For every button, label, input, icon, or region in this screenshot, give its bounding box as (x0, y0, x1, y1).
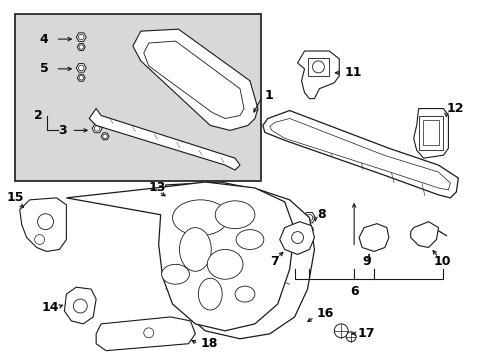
Ellipse shape (179, 228, 211, 271)
Text: 8: 8 (317, 208, 325, 221)
Ellipse shape (162, 264, 189, 284)
Circle shape (102, 134, 107, 139)
Ellipse shape (215, 201, 254, 229)
Polygon shape (279, 222, 314, 255)
Circle shape (305, 215, 312, 221)
Ellipse shape (207, 249, 243, 279)
Text: 16: 16 (316, 307, 333, 320)
Text: 4: 4 (40, 33, 48, 46)
Ellipse shape (235, 286, 254, 302)
Polygon shape (303, 212, 315, 223)
Circle shape (79, 65, 84, 71)
Polygon shape (305, 226, 313, 233)
Polygon shape (263, 111, 457, 198)
Circle shape (94, 126, 100, 131)
Text: 12: 12 (446, 102, 463, 115)
Polygon shape (297, 51, 339, 99)
Bar (418, 116, 443, 150)
Polygon shape (269, 118, 449, 190)
Circle shape (334, 324, 347, 338)
Circle shape (35, 235, 44, 244)
Polygon shape (66, 182, 294, 331)
Ellipse shape (198, 278, 222, 310)
Text: 6: 6 (349, 285, 358, 298)
Polygon shape (76, 33, 86, 41)
Text: 10: 10 (433, 255, 450, 268)
Circle shape (312, 61, 324, 73)
Circle shape (73, 299, 87, 313)
Text: 5: 5 (40, 62, 48, 75)
Circle shape (79, 35, 84, 40)
Bar (422, 121, 439, 145)
Bar (307, 58, 328, 76)
Text: 11: 11 (344, 66, 361, 79)
Polygon shape (64, 287, 96, 324)
Circle shape (346, 332, 355, 342)
Text: 9: 9 (361, 255, 370, 268)
Bar (15, 14, 260, 181)
Polygon shape (96, 317, 195, 351)
Polygon shape (410, 222, 438, 247)
Text: 17: 17 (356, 327, 374, 340)
Text: 3: 3 (59, 124, 67, 137)
Circle shape (38, 214, 53, 230)
Text: 2: 2 (34, 109, 42, 122)
Text: 14: 14 (41, 301, 59, 314)
Text: 1: 1 (264, 89, 273, 102)
Polygon shape (358, 224, 388, 251)
Circle shape (79, 45, 83, 49)
Ellipse shape (172, 200, 228, 235)
Circle shape (143, 328, 153, 338)
Polygon shape (101, 133, 109, 140)
Polygon shape (143, 41, 244, 118)
Text: 13: 13 (148, 181, 166, 194)
Text: 15: 15 (7, 192, 24, 204)
Polygon shape (163, 182, 314, 339)
Polygon shape (413, 109, 447, 158)
Ellipse shape (236, 230, 264, 249)
Circle shape (306, 228, 311, 232)
Polygon shape (133, 29, 257, 130)
Polygon shape (92, 124, 102, 133)
Polygon shape (77, 75, 85, 81)
Polygon shape (20, 198, 66, 251)
Circle shape (291, 231, 303, 243)
Text: 18: 18 (200, 337, 217, 350)
Polygon shape (77, 44, 85, 50)
Circle shape (79, 76, 83, 80)
Polygon shape (89, 109, 240, 170)
Text: 7: 7 (269, 255, 278, 268)
Polygon shape (76, 64, 86, 72)
